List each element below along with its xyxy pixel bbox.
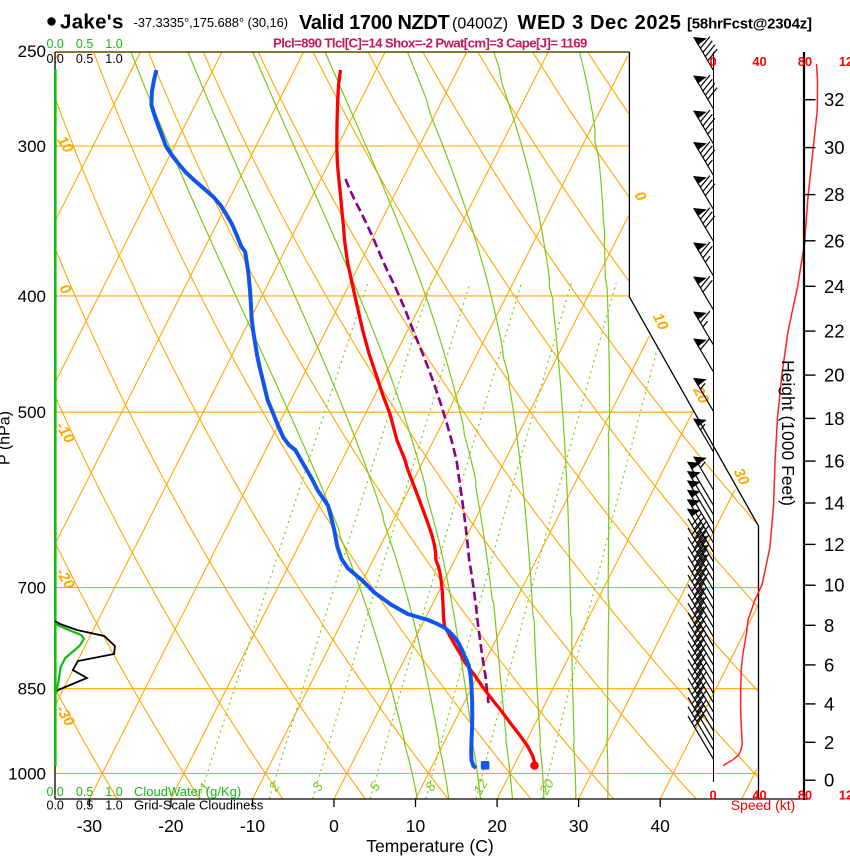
svg-text:12: 12 [824,534,845,555]
svg-text:400: 400 [18,287,46,306]
svg-text:0: 0 [709,788,716,803]
svg-text:-37.3335°,175.688° (30,16): -37.3335°,175.688° (30,16) [134,15,289,30]
svg-text:20: 20 [536,776,557,798]
svg-text:26: 26 [824,230,845,251]
svg-text:-30: -30 [77,816,103,836]
svg-text:2: 2 [824,732,834,753]
svg-text:-20: -20 [158,816,184,836]
svg-text:10: 10 [406,816,426,836]
svg-text:0.5: 0.5 [76,37,93,51]
svg-text:1.0: 1.0 [105,799,122,813]
svg-text:Grid-Scale Cloudiness: Grid-Scale Cloudiness [134,798,264,813]
svg-text:8: 8 [824,615,834,636]
svg-text:850: 850 [18,680,46,699]
svg-text:Height (1000 Feet): Height (1000 Feet) [778,360,798,506]
svg-text:0.5: 0.5 [76,785,93,799]
svg-text:Speed (kt): Speed (kt) [731,797,796,813]
svg-text:30: 30 [569,816,589,836]
svg-text:0.0: 0.0 [47,37,64,51]
svg-text:0.5: 0.5 [76,799,93,813]
svg-text:40: 40 [650,816,670,836]
svg-text:Jake's: Jake's [60,11,124,34]
svg-text:28: 28 [824,184,845,205]
svg-text:10: 10 [649,310,672,333]
svg-text:0: 0 [824,770,834,791]
svg-text:WED 3 Dec 2025: WED 3 Dec 2025 [518,12,682,34]
svg-text:0.0: 0.0 [47,799,64,813]
svg-text:[58hrFcst@2304z]: [58hrFcst@2304z] [687,16,812,33]
svg-text:12: 12 [839,788,850,803]
svg-text:12: 12 [839,54,850,69]
svg-text:40: 40 [752,788,766,803]
svg-text:250: 250 [18,42,46,61]
svg-text:0.0: 0.0 [47,785,64,799]
svg-text:0.0: 0.0 [47,52,64,66]
svg-text:10: 10 [824,575,845,596]
svg-text:20: 20 [824,365,845,386]
svg-text:80: 80 [798,54,812,69]
svg-text:(0400Z): (0400Z) [452,16,508,33]
svg-text:1000: 1000 [8,764,46,783]
svg-text:40: 40 [752,54,766,69]
svg-text:80: 80 [798,788,812,803]
svg-text:700: 700 [18,579,46,598]
svg-text:24: 24 [824,276,845,297]
svg-text:20: 20 [487,816,507,836]
svg-text:22: 22 [824,321,845,342]
svg-text:300: 300 [18,137,46,156]
svg-text:30: 30 [730,465,753,488]
svg-text:30: 30 [824,137,845,158]
svg-text:16: 16 [824,451,845,472]
svg-text:32: 32 [824,89,845,110]
svg-text:P (hPa): P (hPa) [0,411,14,465]
svg-text:1.0: 1.0 [105,37,122,51]
svg-text:Valid 1700 NZDT: Valid 1700 NZDT [299,12,449,34]
svg-text:500: 500 [18,403,46,422]
svg-text:12: 12 [470,776,491,797]
svg-text:0.5: 0.5 [76,52,93,66]
svg-text:4: 4 [824,693,834,714]
svg-text:-10: -10 [240,816,266,836]
svg-text:1.0: 1.0 [105,785,122,799]
svg-text:20: 20 [689,383,712,407]
svg-text:Plcl=890 Tlcl[C]=14 Shox=-2 Pw: Plcl=890 Tlcl[C]=14 Shox=-2 Pwat[cm]=3 C… [273,36,587,51]
svg-text:Temperature (C): Temperature (C) [366,836,493,856]
svg-text:0: 0 [709,54,716,69]
svg-text:1.0: 1.0 [105,52,122,66]
svg-text:6: 6 [824,654,834,675]
svg-text:CloudWater (g/Kg): CloudWater (g/Kg) [134,784,241,799]
svg-text:18: 18 [824,408,845,429]
svg-text:0: 0 [329,816,339,836]
svg-text:14: 14 [824,493,845,514]
